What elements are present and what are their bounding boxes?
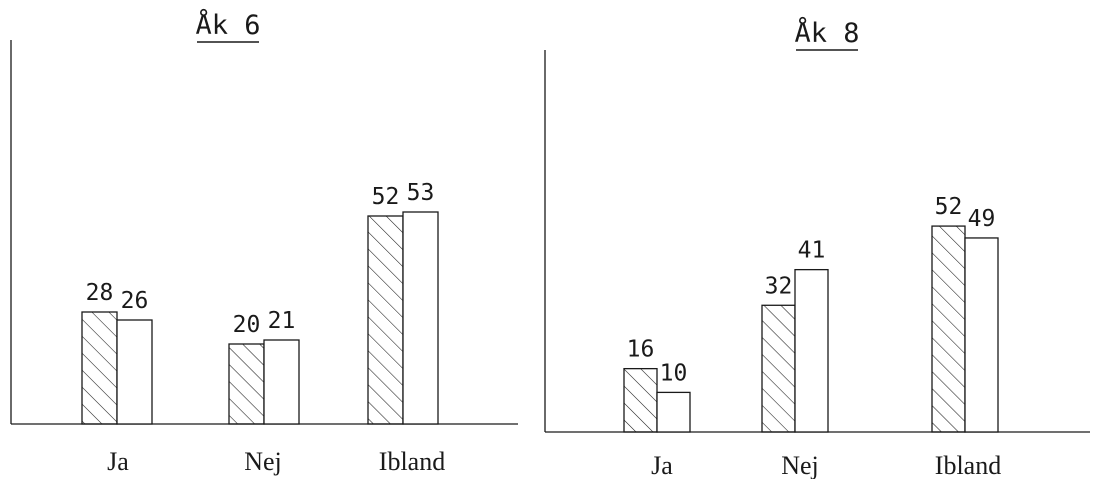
chart-panel-ak6: Åk 6 28 26 20 21 52 53 Ja Nej Ibland: [10, 9, 518, 476]
data-label: 53: [407, 180, 435, 206]
data-label: 20: [233, 312, 261, 338]
bar-hatched-nej: [228, 343, 265, 425]
data-label: 10: [660, 360, 688, 386]
data-label: 41: [798, 238, 826, 264]
data-label: 16: [627, 337, 655, 363]
category-label: Nej: [244, 447, 282, 476]
chart-title: Åk 8: [794, 17, 859, 49]
data-label: 28: [86, 280, 114, 306]
data-label: 49: [968, 206, 996, 232]
bar-hatched-nej: [761, 304, 796, 433]
bar-hatched-ja: [81, 311, 118, 425]
data-label: 52: [935, 194, 963, 220]
bar-hatched-ibland: [931, 225, 966, 433]
data-label: 26: [121, 288, 149, 314]
category-label: Ibland: [379, 447, 445, 476]
category-label: Ja: [107, 447, 129, 476]
bar-open-ja: [656, 391, 691, 433]
category-label: Nej: [781, 451, 819, 479]
data-label: 21: [268, 308, 296, 334]
chart-marks: 28 26 20 21 52 53: [81, 180, 439, 425]
category-label: Ibland: [935, 451, 1001, 479]
bar-open-ja: [116, 319, 153, 425]
bar-open-ibland: [402, 211, 439, 425]
bar-hatched-ibland: [367, 215, 404, 425]
bar-hatched-ja: [623, 367, 658, 433]
bar-open-nej: [263, 339, 300, 425]
bar-open-ibland: [964, 237, 999, 433]
data-label: 52: [372, 184, 400, 210]
chart-title: Åk 6: [195, 9, 260, 41]
bar-open-nej: [794, 268, 829, 433]
data-label: 32: [765, 273, 793, 299]
category-label: Ja: [651, 451, 673, 479]
